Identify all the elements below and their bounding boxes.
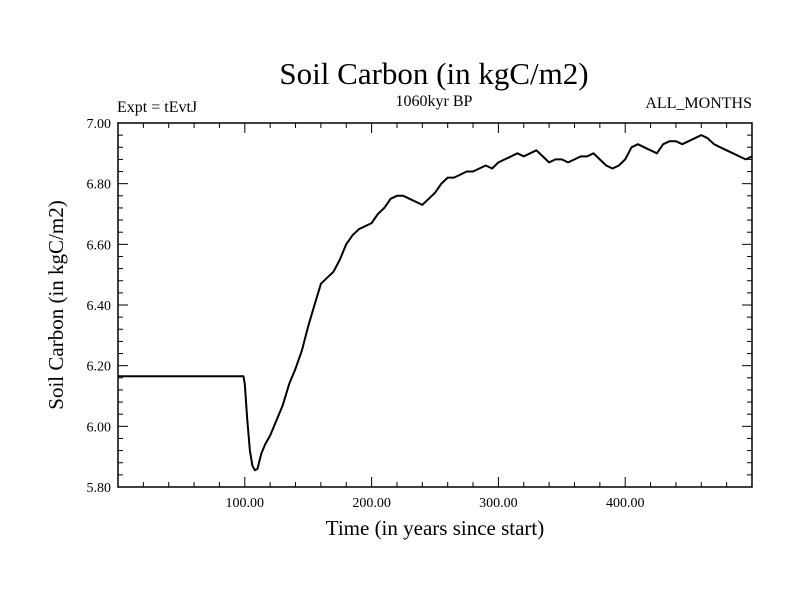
chart-title: Soil Carbon (in kgC/m2) [279, 56, 588, 91]
y-tick-label: 6.00 [87, 420, 112, 435]
x-axis-ticks: 100.00 200.00 300.00 400.00 [142, 123, 728, 511]
x-axis-label: Time (in years since start) [326, 516, 545, 540]
plot-frame [117, 122, 753, 488]
y-tick-label: 6.20 [87, 360, 112, 375]
subtitle-center: 1060kyr BP [396, 93, 473, 110]
y-axis-ticks: 5.80 6.00 6.20 6.40 6.60 6.80 7.00 [87, 117, 752, 496]
y-axis-label: Soil Carbon (in kgC/m2) [44, 200, 68, 409]
y-tick-label: 6.40 [87, 299, 112, 314]
y-tick-label: 7.00 [87, 117, 112, 132]
y-tick-label: 6.80 [87, 178, 112, 193]
x-tick-label: 400.00 [606, 496, 645, 511]
subtitle-right: ALL_MONTHS [645, 95, 752, 112]
x-tick-label: 200.00 [352, 496, 391, 511]
series-line-soil-carbon [118, 134, 753, 472]
y-tick-label: 6.60 [87, 238, 112, 253]
y-tick-label: 5.80 [87, 481, 112, 496]
x-tick-label: 100.00 [226, 496, 265, 511]
subtitle-left: Expt = tEvtJ [117, 99, 197, 116]
x-tick-label: 300.00 [479, 496, 518, 511]
